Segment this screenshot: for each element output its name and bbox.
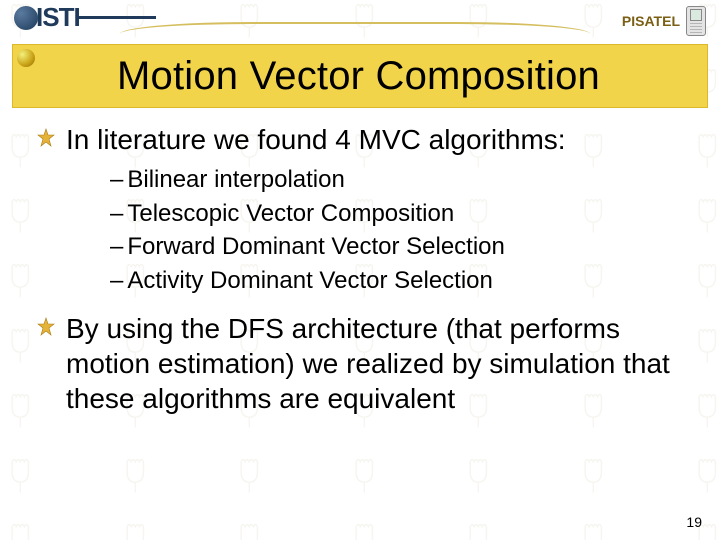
list-item: –Forward Dominant Vector Selection — [110, 230, 690, 264]
list-item: –Bilinear interpolation — [110, 163, 690, 197]
bullet-text: In literature we found 4 MVC algorithms: — [66, 122, 566, 157]
list-item: –Activity Dominant Vector Selection — [110, 264, 690, 298]
sub-list: –Bilinear interpolation –Telescopic Vect… — [110, 163, 690, 297]
star-bullet-icon — [36, 317, 60, 342]
header: ISTI PISATEL — [0, 0, 720, 38]
logo-mark-icon — [14, 6, 38, 30]
star-bullet-icon — [36, 128, 60, 153]
slide: ISTI PISATEL Motion Vector Composition I… — [0, 0, 720, 540]
list-item: –Telescopic Vector Composition — [110, 197, 690, 231]
logo-underline — [78, 16, 156, 19]
title-bullet-icon — [17, 49, 35, 67]
page-number: 19 — [686, 514, 702, 530]
title-band: Motion Vector Composition — [12, 44, 708, 108]
brand-label: PISATEL — [622, 13, 680, 29]
header-arc — [120, 22, 590, 34]
bullet-item: By using the DFS architecture (that perf… — [36, 311, 690, 416]
phone-icon — [686, 6, 706, 36]
slide-title: Motion Vector Composition — [117, 54, 600, 99]
sub-text: Forward Dominant Vector Selection — [127, 233, 505, 260]
sub-text: Activity Dominant Vector Selection — [127, 267, 493, 294]
bullet-text: By using the DFS architecture (that perf… — [66, 311, 690, 416]
bullet-item: In literature we found 4 MVC algorithms: — [36, 122, 690, 157]
sub-text: Telescopic Vector Composition — [127, 200, 454, 227]
header-right: PISATEL — [622, 6, 706, 36]
sub-text: Bilinear interpolation — [127, 166, 344, 193]
content: In literature we found 4 MVC algorithms:… — [0, 108, 720, 416]
logo-text: ISTI — [36, 2, 80, 33]
